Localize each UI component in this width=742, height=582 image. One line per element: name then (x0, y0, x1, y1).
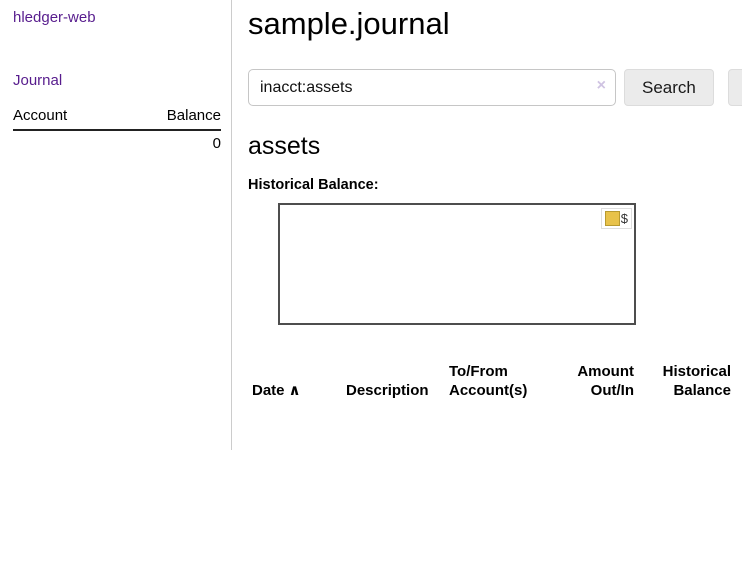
chart-y-axis (248, 203, 278, 325)
search-form: × Search ? (248, 69, 742, 106)
page-title: sample.journal (248, 6, 450, 41)
chart-legend: $ (600, 208, 632, 229)
account-heading: assets (248, 132, 321, 160)
help-button[interactable]: ? (727, 69, 742, 106)
accounts-header-account: Account (13, 104, 117, 131)
tx-header-description: Description (346, 382, 429, 399)
accounts-total-row: 0 (13, 129, 221, 156)
transactions-table: Date ∧ Description To/From Account(s) Amo… (248, 360, 731, 406)
search-button[interactable]: Search (624, 69, 714, 106)
hledger-web-app: hledger-web Journal Account Balance 0 sa… (0, 0, 742, 450)
search-box: × (248, 69, 616, 106)
main-content: sample.journal × Search ? assets Histori… (232, 0, 742, 450)
accounts-table: Account Balance 0 (13, 104, 221, 156)
accounts-header-row: Account Balance (13, 104, 221, 131)
sidebar: hledger-web Journal Account Balance 0 (0, 0, 232, 450)
chart-series (280, 205, 634, 323)
sidebar-item-journal[interactable]: Journal (13, 72, 63, 89)
tx-header-balance: Historical Balance (662, 363, 731, 399)
tx-header-amount: Amount Out/In (577, 363, 634, 399)
accounts-header-balance: Balance (116, 104, 221, 131)
legend-label: $ (620, 211, 628, 226)
tx-header-accounts: To/From Account(s) (449, 363, 528, 399)
chart-plot-area: $ (278, 203, 636, 325)
transactions-header-row: Date ∧ Description To/From Account(s) Amo… (248, 360, 731, 406)
accounts-total-spacer (13, 129, 117, 156)
search-input[interactable] (248, 69, 616, 106)
legend-swatch-icon (604, 211, 620, 226)
tx-header-date[interactable]: Date ∧ (252, 382, 301, 399)
chart-x-axis (278, 328, 742, 345)
sort-ascending-icon: ∧ (288, 382, 301, 399)
clear-search-icon[interactable]: × (596, 77, 606, 94)
accounts-total-value: 0 (116, 129, 221, 156)
historical-balance-chart: $ (248, 203, 742, 345)
chart-title: Historical Balance: (248, 177, 379, 193)
app-title-link[interactable]: hledger-web (13, 9, 96, 26)
